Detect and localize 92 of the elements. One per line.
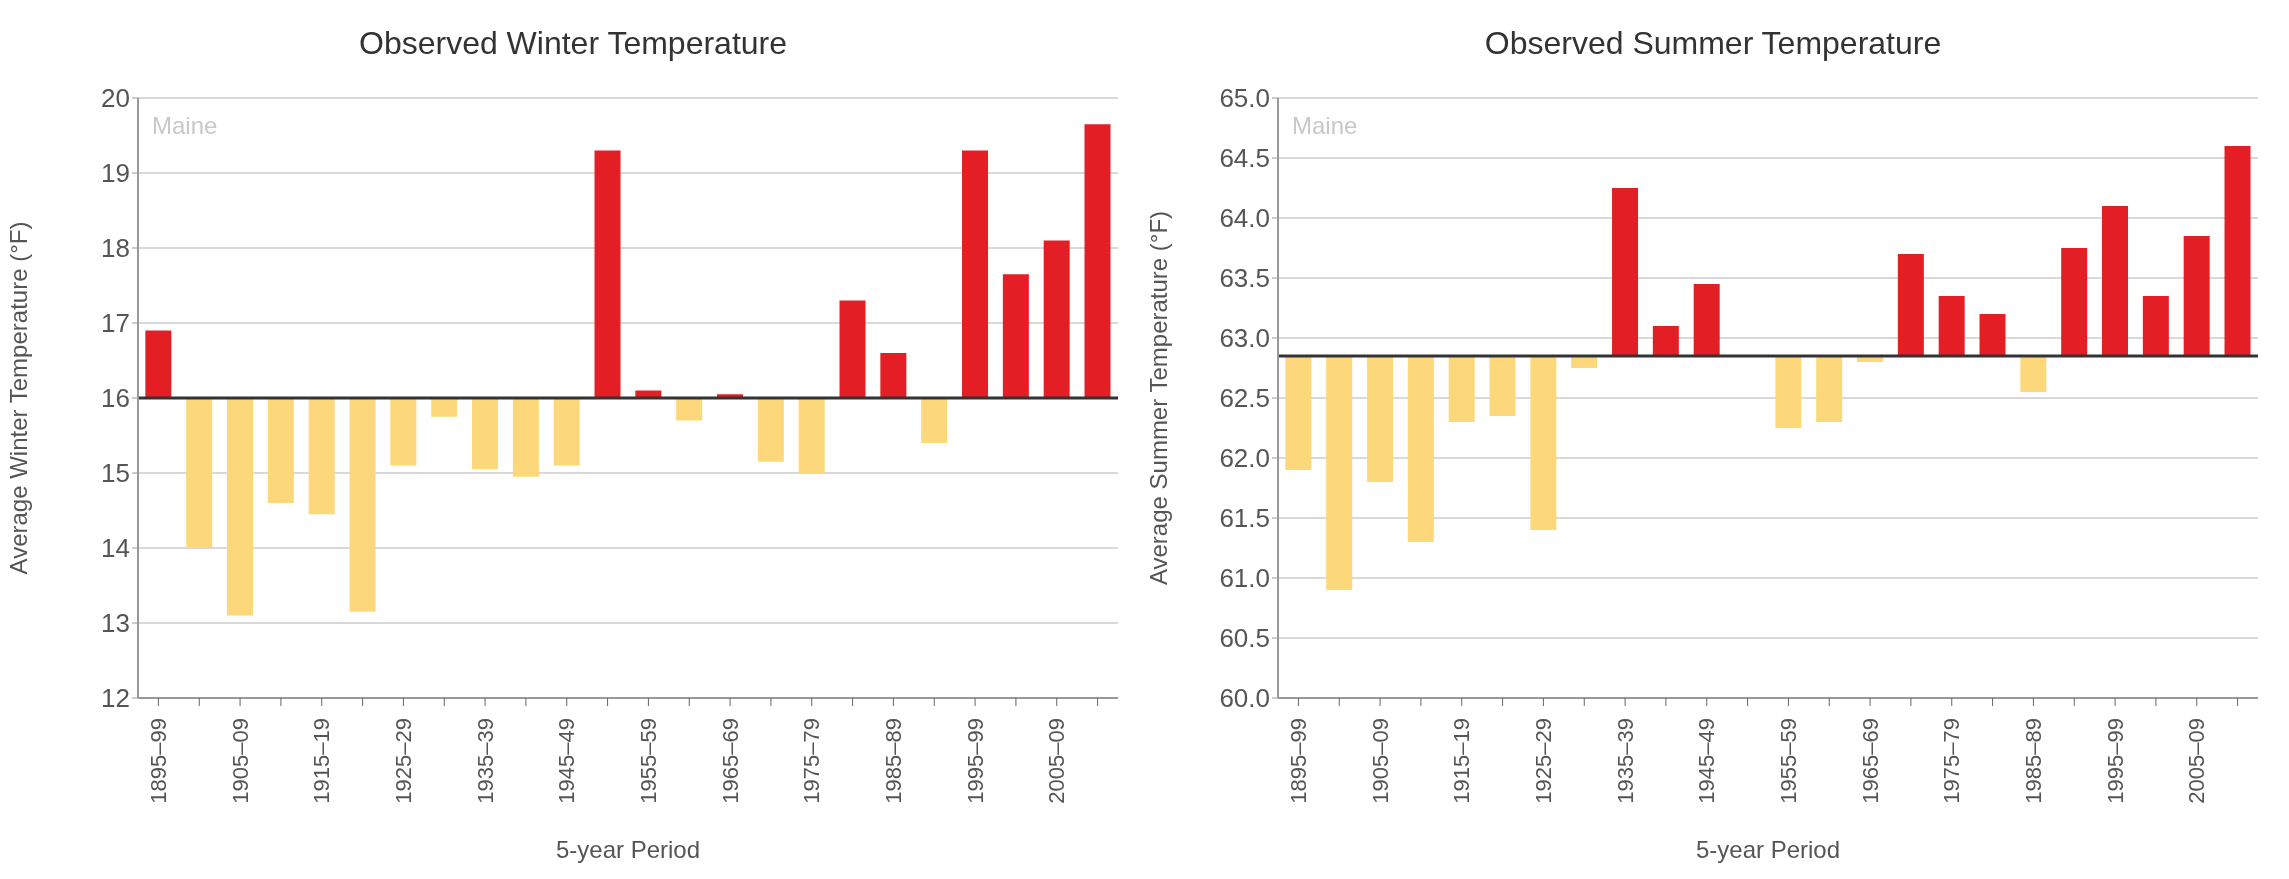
- bar: [1326, 356, 1353, 590]
- x-tick-label: 1905–09: [1367, 718, 1393, 804]
- y-tick-label: 64.5: [1219, 143, 1270, 174]
- bar: [1489, 356, 1516, 416]
- chart-title: Observed Summer Temperature: [1483, 24, 1943, 63]
- x-tick-label: 1895–99: [145, 718, 171, 804]
- bar: [839, 300, 866, 398]
- bar: [472, 398, 499, 470]
- bar: [1938, 296, 1965, 356]
- bar: [1084, 124, 1111, 398]
- bar: [1612, 188, 1639, 356]
- bar: [676, 398, 703, 421]
- x-tick-label: 1905–09: [227, 718, 253, 804]
- bar: [2142, 296, 2169, 356]
- x-tick-label: 1985–89: [2020, 718, 2046, 804]
- x-tick-label: 1915–19: [309, 718, 335, 804]
- y-tick-label: 64.0: [1219, 203, 1270, 234]
- bar: [1652, 326, 1679, 356]
- x-tick-label: 1955–59: [1775, 718, 1801, 804]
- bar: [962, 150, 989, 398]
- bar: [2061, 248, 2088, 356]
- y-tick-label: 20: [101, 83, 130, 114]
- bar: [2224, 146, 2251, 356]
- y-tick-label: 19: [101, 158, 130, 189]
- y-tick-label: 62.5: [1219, 383, 1270, 414]
- bar: [1367, 356, 1394, 482]
- bar: [1285, 356, 1312, 470]
- y-tick-label: 60.5: [1219, 623, 1270, 654]
- bar: [349, 398, 376, 612]
- bar: [1897, 254, 1924, 356]
- bar: [390, 398, 417, 466]
- chart-title: Observed Winter Temperature: [358, 24, 788, 63]
- x-tick-label: 1945–49: [1694, 718, 1720, 804]
- bar: [145, 330, 172, 398]
- bar: [1407, 356, 1434, 542]
- bar: [1530, 356, 1557, 530]
- x-axis-title: 5-year Period: [555, 836, 701, 863]
- x-tick-label: 1925–29: [390, 718, 416, 804]
- bar: [1448, 356, 1475, 422]
- x-tick-label: 1965–69: [1857, 718, 1883, 804]
- y-tick-label: 61.0: [1219, 563, 1270, 594]
- x-tick-label: 1965–69: [717, 718, 743, 804]
- y-tick-label: 61.5: [1219, 503, 1270, 534]
- bar: [1816, 356, 1843, 422]
- x-tick-label: 1955–59: [635, 718, 661, 804]
- x-tick-label: 1935–39: [1612, 718, 1638, 804]
- y-tick-label: 12: [101, 683, 130, 714]
- x-tick-label: 1995–99: [2102, 718, 2128, 804]
- y-tick-label: 15: [101, 458, 130, 489]
- bar: [1002, 274, 1029, 398]
- y-axis-title: Average Summer Temperature (°F): [1144, 210, 1172, 586]
- y-tick-label: 62.0: [1219, 443, 1270, 474]
- bar: [1043, 240, 1070, 398]
- x-tick-label: 1925–29: [1530, 718, 1556, 804]
- bar: [880, 353, 907, 398]
- bar: [186, 398, 213, 548]
- y-tick-label: 14: [101, 533, 130, 564]
- y-tick-label: 63.0: [1219, 323, 1270, 354]
- bar: [553, 398, 580, 466]
- bar: [1775, 356, 1802, 428]
- y-axis-title: Average Winter Temperature (°F): [4, 221, 32, 575]
- bar: [227, 398, 254, 616]
- x-tick-label: 1985–89: [880, 718, 906, 804]
- y-tick-label: 60.0: [1219, 683, 1270, 714]
- x-tick-label: 1915–19: [1449, 718, 1475, 804]
- y-tick-label: 13: [101, 608, 130, 639]
- x-tick-label: 2005–09: [1044, 718, 1070, 804]
- y-tick-label: 18: [101, 233, 130, 264]
- x-tick-label: 1935–39: [472, 718, 498, 804]
- bar: [2020, 356, 2047, 392]
- bar: [2102, 206, 2129, 356]
- x-tick-label: 1995–99: [962, 718, 988, 804]
- x-tick-label: 1975–79: [1939, 718, 1965, 804]
- bar: [2183, 236, 2210, 356]
- x-axis-title: 5-year Period: [1695, 836, 1841, 863]
- x-tick-label: 2005–09: [2184, 718, 2210, 804]
- bar: [798, 398, 825, 473]
- y-tick-label: 16: [101, 383, 130, 414]
- bar: [308, 398, 335, 515]
- bar: [1979, 314, 2006, 356]
- bar: [267, 398, 294, 503]
- bar: [594, 150, 621, 398]
- bar: [757, 398, 784, 462]
- x-tick-label: 1895–99: [1285, 718, 1311, 804]
- x-tick-label: 1945–49: [554, 718, 580, 804]
- bar: [1693, 284, 1720, 356]
- bar: [921, 398, 948, 443]
- y-tick-label: 63.5: [1219, 263, 1270, 294]
- bar: [512, 398, 539, 477]
- x-tick-label: 1975–79: [799, 718, 825, 804]
- y-tick-label: 65.0: [1219, 83, 1270, 114]
- y-tick-label: 17: [101, 308, 130, 339]
